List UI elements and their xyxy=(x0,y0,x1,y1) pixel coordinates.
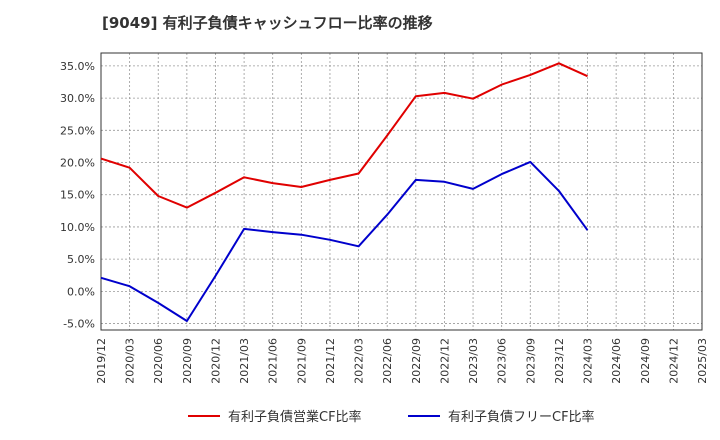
series-lines xyxy=(100,62,589,322)
x-tick-label: 2021/12 xyxy=(324,338,337,384)
y-tick-label: 30.0% xyxy=(60,92,95,105)
x-tick-label: 2020/09 xyxy=(181,338,194,384)
x-tick-label: 2024/03 xyxy=(582,338,595,384)
grid xyxy=(101,53,702,330)
x-tick-label: 2022/03 xyxy=(353,338,366,384)
y-tick-label: 5.0% xyxy=(67,253,95,266)
y-tick-label: 0.0% xyxy=(67,285,95,298)
x-tick-label: 2022/06 xyxy=(381,338,394,384)
chart-title: [9049] 有利子負債キャッシュフロー比率の推移 xyxy=(102,14,433,32)
x-tick-label: 2023/09 xyxy=(524,338,537,384)
x-tick-label: 2021/06 xyxy=(267,338,280,384)
x-tick-label: 2024/06 xyxy=(610,338,623,384)
legend-label-2: 有利子負債フリーCF比率 xyxy=(448,409,595,425)
y-tick-label: 10.0% xyxy=(60,221,95,234)
y-tick-label: 35.0% xyxy=(60,60,95,73)
series-line-1 xyxy=(100,62,588,209)
legend: 有利子負債営業CF比率 有利子負債フリーCF比率 xyxy=(188,409,595,425)
y-tick-label: 20.0% xyxy=(60,157,95,170)
x-tick-label: 2025/03 xyxy=(696,338,709,384)
y-tick-label: -5.0% xyxy=(63,318,95,331)
x-tick-label: 2020/12 xyxy=(209,338,222,384)
x-tick-label: 2022/09 xyxy=(410,338,423,384)
y-axis-tick-labels: -5.0% 0.0% 5.0% 10.0% 15.0% 20.0% 25.0% 30.0% 35… xyxy=(60,60,95,331)
plot-frame xyxy=(100,52,703,331)
y-tick-label: 25.0% xyxy=(60,124,95,137)
x-tick-label: 2020/06 xyxy=(152,338,165,384)
x-tick-label: 2023/12 xyxy=(553,338,566,384)
x-tick-label: 2024/12 xyxy=(667,338,680,384)
legend-label-1: 有利子負債営業CF比率 xyxy=(228,409,362,425)
x-tick-label: 2019/12 xyxy=(95,338,108,384)
y-tick-label: 15.0% xyxy=(60,189,95,202)
x-tick-label: 2020/03 xyxy=(124,338,137,384)
x-tick-label: 2024/09 xyxy=(639,338,652,384)
series-line-2 xyxy=(100,160,589,322)
x-tick-label: 2023/03 xyxy=(467,338,480,384)
x-tick-label: 2021/03 xyxy=(238,338,251,384)
x-tick-label: 2023/06 xyxy=(496,338,509,384)
x-tick-label: 2021/09 xyxy=(295,338,308,384)
x-axis-tick-labels: 2019/12 2020/03 2020/06 2020/09 2020/12 2021/… xyxy=(95,338,709,384)
x-tick-label: 2022/12 xyxy=(438,338,451,384)
